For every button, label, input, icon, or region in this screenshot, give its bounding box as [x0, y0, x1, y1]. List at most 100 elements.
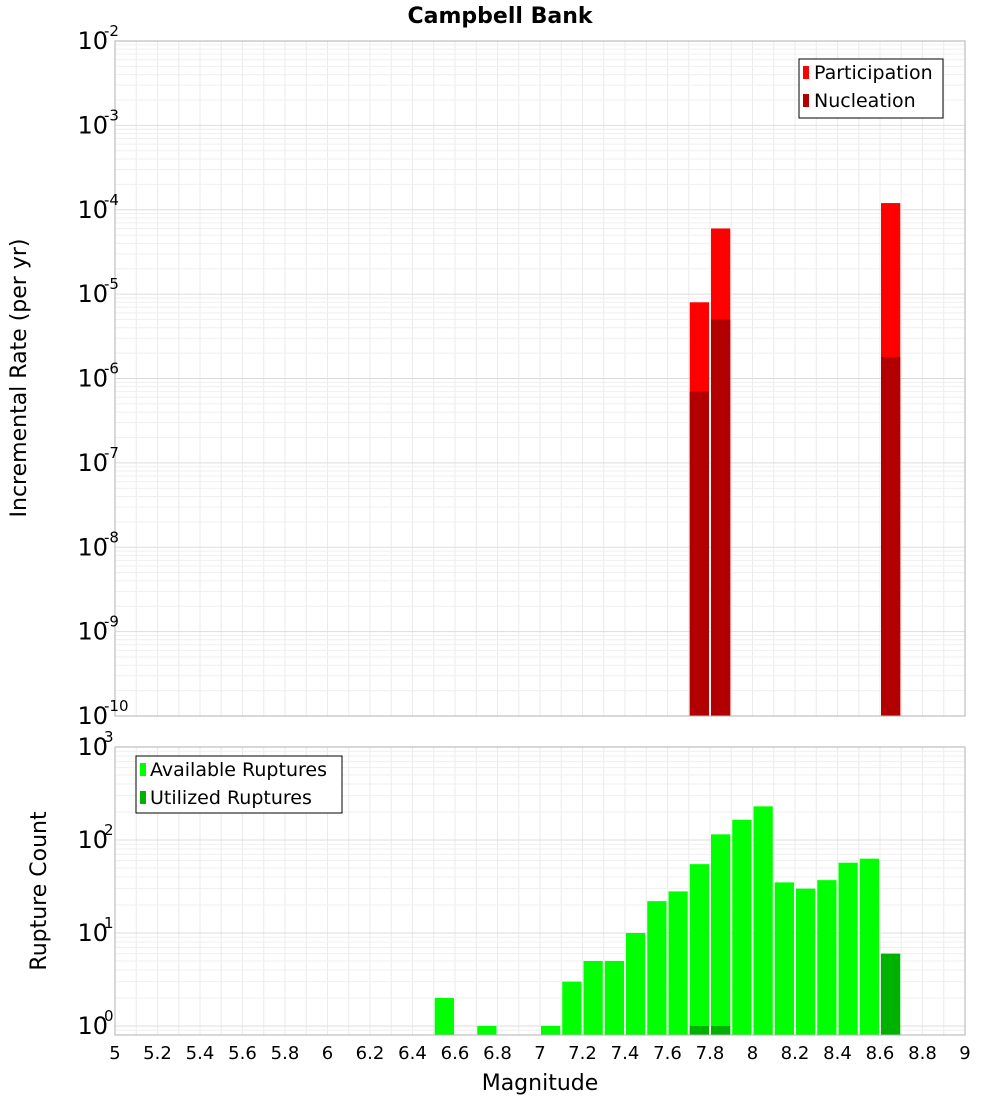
rate-y-tick-label: 10-3	[77, 106, 119, 139]
x-tick-label: 5.6	[228, 1043, 257, 1064]
rate-y-tick-exponent: -5	[104, 275, 119, 293]
count-bar-available-ruptures	[626, 932, 646, 1035]
rate-legend: Participation Nucleation	[798, 58, 944, 119]
rate-plot-frame	[114, 40, 966, 717]
available-legend-label: Available Ruptures	[150, 759, 327, 781]
x-tick-label: 8.2	[781, 1043, 810, 1064]
count-legend: Available Ruptures Utilized Ruptures	[135, 755, 343, 814]
count-y-tick-label: 101	[77, 914, 113, 947]
count-bar-available-ruptures	[647, 901, 667, 1035]
count-bar-available-ruptures	[838, 862, 858, 1035]
x-tick-labels: 5 5.2 5.4 5.6 5.8 6 6.2 6.4 6.6 6.8 7 7.2 7.4 7.6 7.8 8…	[109, 1043, 970, 1064]
count-y-tick-exponent: 3	[104, 728, 114, 746]
x-tick-label: 8	[747, 1043, 758, 1064]
x-tick-label: 6.8	[483, 1043, 512, 1064]
utilized-legend-swatch	[140, 791, 146, 804]
x-tick-label: 8.8	[908, 1043, 937, 1064]
count-bar-utilized-ruptures	[711, 1025, 731, 1035]
count-y-tick-base: 10	[77, 1012, 108, 1040]
count-bar-available-ruptures	[562, 981, 582, 1035]
nucleation-legend-label: Nucleation	[814, 90, 916, 112]
count-bar-available-ruptures	[477, 1025, 497, 1035]
rate-y-tick-exponent: -3	[104, 106, 119, 124]
rate-y-tick-base: 10	[77, 533, 108, 561]
rate-y-tick-exponent: -9	[104, 613, 119, 631]
count-bar-available-ruptures	[753, 806, 773, 1035]
rate-bar-nucleation	[711, 319, 731, 716]
rate-y-tick-exponent: -4	[104, 191, 119, 209]
rate-y-tick-base: 10	[77, 449, 108, 477]
count-legend-box	[135, 755, 343, 814]
rate-y-tick-base: 10	[77, 618, 108, 646]
rate-bar-nucleation	[881, 356, 901, 716]
rate-bars	[689, 203, 901, 716]
count-bar-available-ruptures	[859, 858, 879, 1035]
x-tick-label: 5	[109, 1043, 120, 1064]
count-bar-available-ruptures	[796, 888, 816, 1035]
rate-y-tick-base: 10	[77, 111, 108, 139]
count-bar-utilized-ruptures	[881, 953, 901, 1035]
x-tick-label: 6.4	[398, 1043, 427, 1064]
rate-y-tick-base: 10	[77, 27, 108, 55]
x-axis-label: Magnitude	[482, 1071, 599, 1096]
x-tick-label: 8.6	[866, 1043, 895, 1064]
chart-title: Campbell Bank	[408, 4, 594, 29]
count-y-tick-label: 102	[77, 821, 113, 854]
count-y-axis-label: Rupture Count	[27, 811, 52, 971]
count-bar-available-ruptures	[711, 834, 731, 1035]
rate-y-tick-label: 10-2	[77, 22, 119, 55]
utilized-legend-label: Utilized Ruptures	[150, 787, 312, 809]
x-tick-label: 5.2	[143, 1043, 172, 1064]
rate-y-tick-label: 10-5	[77, 275, 119, 308]
count-bar-utilized-ruptures	[689, 1025, 709, 1035]
x-tick-label: 5.8	[271, 1043, 300, 1064]
rate-gridlines	[115, 40, 965, 717]
x-tick-label: 6.2	[356, 1043, 385, 1064]
x-tick-label: 7.8	[696, 1043, 725, 1064]
count-bars	[434, 806, 901, 1035]
count-bar-available-ruptures	[668, 891, 688, 1035]
x-tick-label: 8.4	[823, 1043, 852, 1064]
count-y-tick-label: 100	[77, 1007, 113, 1040]
rate-y-tick-label: 10-4	[77, 191, 119, 224]
rate-y-tick-exponent: -10	[104, 697, 129, 715]
count-y-tick-exponent: 0	[104, 1007, 114, 1025]
rate-y-tick-exponent: -7	[104, 444, 119, 462]
nucleation-legend-swatch	[803, 94, 809, 107]
rate-y-tick-exponent: -8	[104, 528, 119, 546]
x-tick-label: 7.2	[568, 1043, 597, 1064]
rate-y-tick-base: 10	[77, 280, 108, 308]
rate-y-tick-label: 10-8	[77, 528, 119, 561]
x-tick-label: 7	[534, 1043, 545, 1064]
count-bar-available-ruptures	[689, 864, 709, 1035]
rate-legend-box	[798, 58, 944, 119]
count-bar-available-ruptures	[583, 960, 603, 1035]
rate-bar-nucleation	[689, 391, 709, 716]
count-y-tick-exponent: 2	[104, 821, 114, 839]
rate-y-tick-base: 10	[77, 196, 108, 224]
participation-legend-swatch	[803, 66, 809, 79]
count-y-tick-exponent: 1	[104, 914, 114, 932]
x-tick-label: 6	[322, 1043, 333, 1064]
count-bar-available-ruptures	[732, 819, 752, 1035]
rate-y-tick-base: 10	[77, 365, 108, 393]
count-bar-available-ruptures	[434, 997, 454, 1035]
count-bar-available-ruptures	[541, 1025, 561, 1035]
rate-y-tick-label: 10-7	[77, 444, 119, 477]
count-plot-frame	[114, 746, 966, 1036]
count-y-tick-base: 10	[77, 733, 108, 761]
available-legend-swatch	[140, 763, 146, 776]
rate-y-tick-exponent: -2	[104, 22, 119, 40]
count-y-tick-base: 10	[77, 919, 108, 947]
x-tick-label: 9	[959, 1043, 970, 1064]
rate-y-tick-exponent: -6	[104, 360, 119, 378]
rate-y-axis-label: Incremental Rate (per yr)	[7, 239, 32, 518]
count-y-tick-label: 103	[77, 728, 113, 761]
count-bar-available-ruptures	[817, 880, 837, 1035]
x-tick-label: 7.6	[653, 1043, 682, 1064]
rate-y-tick-label: 10-10	[77, 697, 128, 730]
